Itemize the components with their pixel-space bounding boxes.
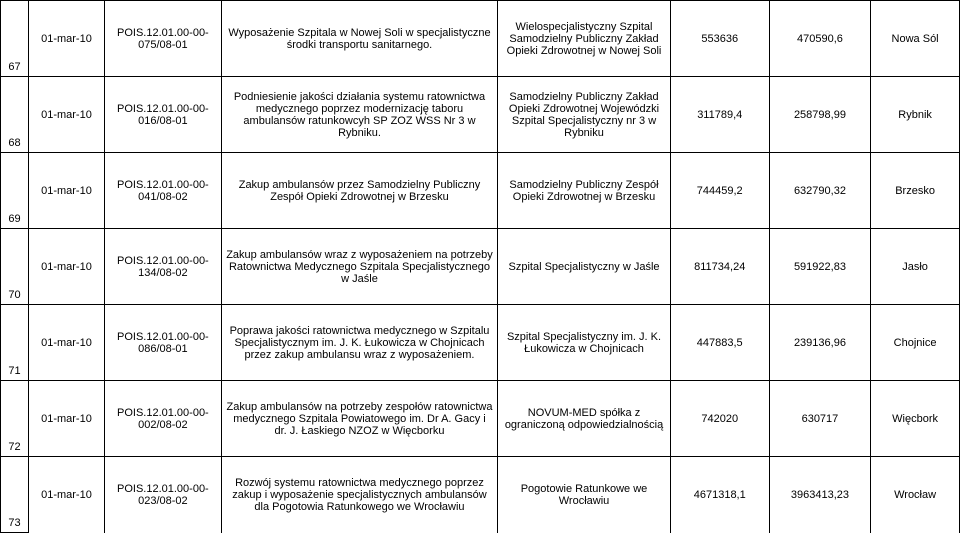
table-row: 6901-mar-10POIS.12.01.00-00-041/08-02Zak… — [1, 153, 960, 229]
organization-cell: Samodzielny Publiczny Zakład Opieki Zdro… — [498, 77, 671, 153]
date-cell: 01-mar-10 — [28, 457, 104, 533]
organization-cell: Samodzielny Publiczny Zespół Opieki Zdro… — [498, 153, 671, 229]
description-cell: Podniesienie jakości działania systemu r… — [221, 77, 498, 153]
value1-cell: 4671318,1 — [670, 457, 769, 533]
code-cell: POIS.12.01.00-00-041/08-02 — [105, 153, 222, 229]
description-cell: Rozwój systemu ratownictwa medycznego po… — [221, 457, 498, 533]
date-cell: 01-mar-10 — [28, 153, 104, 229]
value2-cell: 630717 — [769, 381, 870, 457]
value1-cell: 744459,2 — [670, 153, 769, 229]
code-cell: POIS.12.01.00-00-023/08-02 — [105, 457, 222, 533]
row-index: 69 — [1, 153, 29, 229]
table-row: 7201-mar-10POIS.12.01.00-00-002/08-02Zak… — [1, 381, 960, 457]
data-table: 6701-mar-10POIS.12.01.00-00-075/08-01Wyp… — [0, 0, 960, 533]
date-cell: 01-mar-10 — [28, 381, 104, 457]
organization-cell: Szpital Specjalistyczny w Jaśle — [498, 229, 671, 305]
city-cell: Wrocław — [871, 457, 960, 533]
city-cell: Więcbork — [871, 381, 960, 457]
value2-cell: 632790,32 — [769, 153, 870, 229]
table-row: 6701-mar-10POIS.12.01.00-00-075/08-01Wyp… — [1, 1, 960, 77]
date-cell: 01-mar-10 — [28, 1, 104, 77]
value1-cell: 447883,5 — [670, 305, 769, 381]
code-cell: POIS.12.01.00-00-075/08-01 — [105, 1, 222, 77]
table-row: 7001-mar-10POIS.12.01.00-00-134/08-02Zak… — [1, 229, 960, 305]
organization-cell: Wielospecjalistyczny Szpital Samodzielny… — [498, 1, 671, 77]
value1-cell: 553636 — [670, 1, 769, 77]
value2-cell: 591922,83 — [769, 229, 870, 305]
description-cell: Zakup ambulansów na potrzeby zespołów ra… — [221, 381, 498, 457]
city-cell: Chojnice — [871, 305, 960, 381]
city-cell: Brzesko — [871, 153, 960, 229]
city-cell: Jasło — [871, 229, 960, 305]
city-cell: Rybnik — [871, 77, 960, 153]
code-cell: POIS.12.01.00-00-002/08-02 — [105, 381, 222, 457]
row-index: 68 — [1, 77, 29, 153]
value1-cell: 811734,24 — [670, 229, 769, 305]
table-row: 7301-mar-10POIS.12.01.00-00-023/08-02Roz… — [1, 457, 960, 533]
organization-cell: Pogotowie Ratunkowe we Wrocławiu — [498, 457, 671, 533]
value2-cell: 3963413,23 — [769, 457, 870, 533]
value2-cell: 470590,6 — [769, 1, 870, 77]
row-index: 70 — [1, 229, 29, 305]
row-index: 71 — [1, 305, 29, 381]
description-cell: Zakup ambulansów przez Samodzielny Publi… — [221, 153, 498, 229]
row-index: 67 — [1, 1, 29, 77]
code-cell: POIS.12.01.00-00-086/08-01 — [105, 305, 222, 381]
date-cell: 01-mar-10 — [28, 305, 104, 381]
table-row: 7101-mar-10POIS.12.01.00-00-086/08-01Pop… — [1, 305, 960, 381]
value2-cell: 239136,96 — [769, 305, 870, 381]
description-cell: Wyposażenie Szpitala w Nowej Soli w spec… — [221, 1, 498, 77]
value1-cell: 311789,4 — [670, 77, 769, 153]
code-cell: POIS.12.01.00-00-016/08-01 — [105, 77, 222, 153]
value1-cell: 742020 — [670, 381, 769, 457]
organization-cell: Szpital Specjalistyczny im. J. K. Łukowi… — [498, 305, 671, 381]
row-index: 72 — [1, 381, 29, 457]
description-cell: Zakup ambulansów wraz z wyposażeniem na … — [221, 229, 498, 305]
date-cell: 01-mar-10 — [28, 229, 104, 305]
row-index: 73 — [1, 457, 29, 533]
date-cell: 01-mar-10 — [28, 77, 104, 153]
value2-cell: 258798,99 — [769, 77, 870, 153]
code-cell: POIS.12.01.00-00-134/08-02 — [105, 229, 222, 305]
table-row: 6801-mar-10POIS.12.01.00-00-016/08-01Pod… — [1, 77, 960, 153]
description-cell: Poprawa jakości ratownictwa medycznego w… — [221, 305, 498, 381]
organization-cell: NOVUM-MED spółka z ograniczoną odpowiedz… — [498, 381, 671, 457]
city-cell: Nowa Sól — [871, 1, 960, 77]
